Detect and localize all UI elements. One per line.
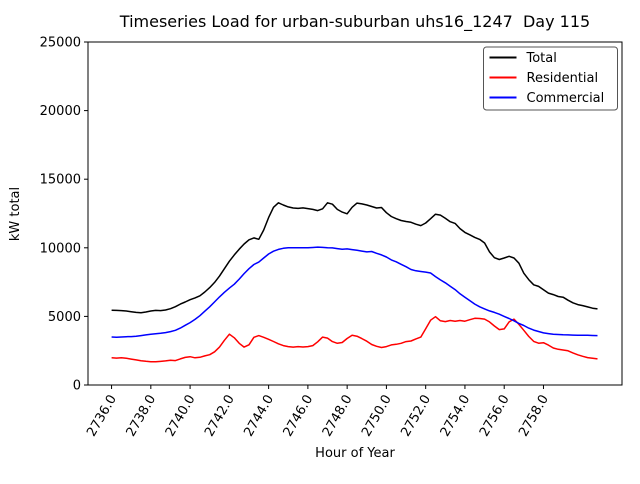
x-tick-label: 2742.0 — [202, 393, 238, 440]
x-tick-label: 2752.0 — [398, 393, 434, 440]
y-axis-label: kW total — [8, 187, 23, 241]
x-tick-label: 2746.0 — [281, 393, 317, 440]
legend-label-commercial: Commercial — [527, 91, 605, 106]
x-axis-label: Hour of Year — [315, 446, 395, 461]
y-tick-label: 25000 — [40, 36, 81, 51]
y-tick-label: 20000 — [40, 104, 81, 119]
x-tick-label: 2738.0 — [124, 393, 160, 440]
legend: Total Residential Commercial — [483, 46, 618, 111]
y-tick-label: 10000 — [40, 241, 81, 256]
x-tick-label: 2748.0 — [320, 393, 356, 440]
legend-frame — [483, 46, 618, 111]
legend-label-residential: Residential — [527, 71, 599, 86]
legend-label-total: Total — [526, 51, 557, 66]
series-line-commercial — [111, 246, 598, 339]
x-tick-label: 2758.0 — [516, 393, 552, 440]
y-tick-label: 15000 — [40, 173, 81, 188]
x-tick-label: 2750.0 — [359, 393, 395, 440]
series-lines — [111, 202, 598, 363]
y-tick-label: 0 — [73, 379, 81, 394]
x-tick-label: 2756.0 — [477, 393, 513, 440]
axes-frame — [87, 41, 623, 386]
x-tick-label: 2740.0 — [163, 393, 199, 440]
series-line-residential — [111, 315, 598, 363]
y-tick-label: 5000 — [48, 310, 81, 325]
chart-title: Timeseries Load for urban-suburban uhs16… — [119, 12, 590, 32]
x-tick-label: 2744.0 — [241, 393, 277, 440]
x-tick-label: 2754.0 — [438, 393, 474, 440]
series-line-total — [111, 202, 598, 314]
x-tick-label: 2736.0 — [84, 393, 120, 440]
